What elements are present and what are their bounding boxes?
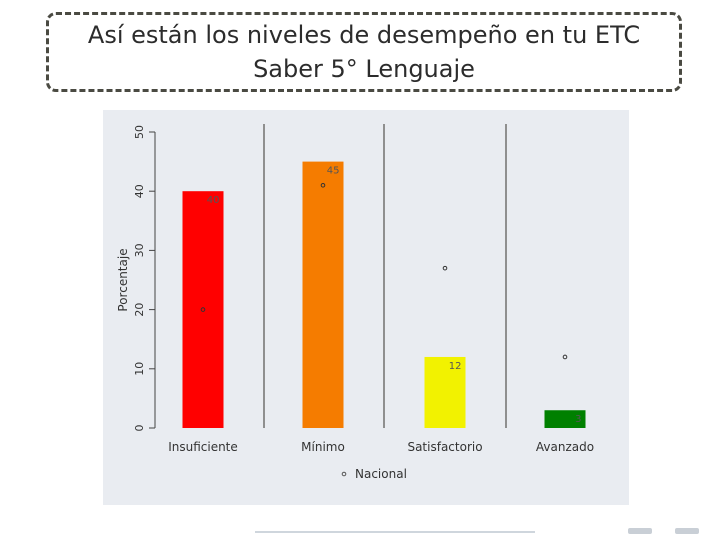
data-label-satisfactorio: 12 [449, 361, 462, 372]
page-title-line-2: Saber 5° Lenguaje [253, 55, 475, 83]
x-tick-label-avanzado: Avanzado [536, 440, 594, 454]
title-box: Así están los niveles de desempeño en tu… [46, 12, 682, 92]
footer-line [255, 531, 535, 533]
y-tick-label-40: 40 [133, 184, 146, 198]
footer-logo-left [628, 528, 652, 534]
y-tick-label-50: 50 [133, 125, 146, 139]
nacional-point-satisfactorio [442, 265, 448, 271]
bar-insuficiente [182, 191, 224, 428]
data-label-mínimo: 45 [327, 166, 340, 177]
y-tick-label-20: 20 [133, 303, 146, 317]
bar-mínimo [302, 161, 344, 428]
nacional-points [200, 182, 568, 360]
y-axis-ticks: 0 10 20 30 40 50 [133, 125, 155, 432]
category-separators [263, 124, 507, 428]
x-tick-label-insuficiente: Insuficiente [168, 440, 238, 454]
bar-avanzado [544, 410, 586, 428]
nacional-point-avanzado [562, 354, 568, 360]
legend: Nacional [341, 467, 407, 481]
page-title-line-1: Así están los niveles de desempeño en tu… [87, 21, 641, 49]
y-axis-label: Porcentaje [116, 248, 130, 311]
y-tick-label-10: 10 [133, 362, 146, 376]
chart-panel: 0 10 20 30 40 50 Porcentaje 40 45 12 3 Insuficie… [103, 110, 629, 505]
footer-logo-right [675, 528, 699, 534]
bars: 40 45 12 3 [182, 161, 586, 428]
nacional-point-insuficiente [200, 307, 206, 312]
x-axis-labels: Insuficiente Mínimo Satisfactorio Avanzado [168, 440, 594, 454]
x-tick-label-satisfactorio: Satisfactorio [407, 440, 482, 454]
data-label-avanzado: 3 [575, 414, 581, 425]
bar-satisfactorio [424, 356, 466, 428]
legend-entry-nacional: Nacional [355, 467, 407, 481]
x-tick-label-mínimo: Mínimo [301, 440, 345, 454]
data-label-insuficiente: 40 [207, 195, 220, 206]
y-tick-label-0: 0 [133, 425, 146, 432]
nacional-point-mínimo [320, 182, 326, 188]
performance-chart: 0 10 20 30 40 50 Porcentaje 40 45 12 3 Insuficie… [116, 124, 594, 481]
legend-marker-icon [341, 471, 347, 477]
y-tick-label-30: 30 [133, 243, 146, 257]
